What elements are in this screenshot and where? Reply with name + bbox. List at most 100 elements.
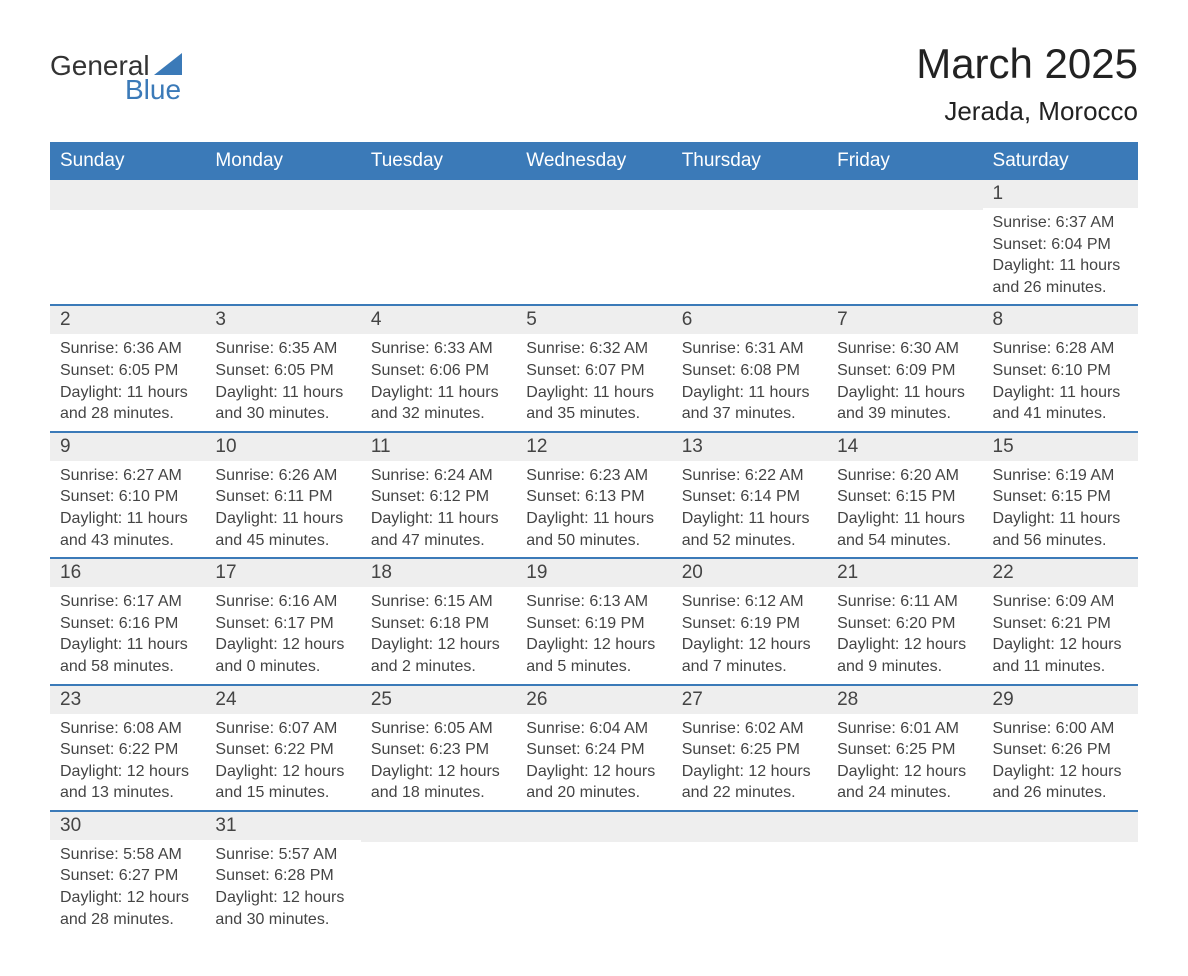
sunrise-text: Sunrise: 5:57 AM	[215, 844, 350, 866]
day-header-friday: Friday	[827, 142, 982, 180]
day-content: Sunrise: 5:57 AMSunset: 6:28 PMDaylight:…	[205, 840, 360, 936]
day-header-monday: Monday	[205, 142, 360, 180]
day-cell: 24Sunrise: 6:07 AMSunset: 6:22 PMDayligh…	[205, 685, 360, 811]
empty-day-number	[672, 812, 827, 842]
day-cell: 13Sunrise: 6:22 AMSunset: 6:14 PMDayligh…	[672, 432, 827, 558]
day-cell: 4Sunrise: 6:33 AMSunset: 6:06 PMDaylight…	[361, 305, 516, 431]
day-number: 8	[983, 306, 1138, 334]
empty-day-number	[983, 812, 1138, 842]
sunrise-text: Sunrise: 6:12 AM	[682, 591, 817, 613]
sunset-text: Sunset: 6:18 PM	[371, 613, 506, 635]
day-content: Sunrise: 6:07 AMSunset: 6:22 PMDaylight:…	[205, 714, 360, 810]
day-number: 28	[827, 686, 982, 714]
day-content: Sunrise: 6:19 AMSunset: 6:15 PMDaylight:…	[983, 461, 1138, 557]
empty-day-number	[361, 180, 516, 210]
day-cell: 17Sunrise: 6:16 AMSunset: 6:17 PMDayligh…	[205, 558, 360, 684]
day-content: Sunrise: 6:30 AMSunset: 6:09 PMDaylight:…	[827, 334, 982, 430]
daylight-text: Daylight: 12 hours and 13 minutes.	[60, 761, 195, 804]
day-content: Sunrise: 6:23 AMSunset: 6:13 PMDaylight:…	[516, 461, 671, 557]
sunrise-text: Sunrise: 5:58 AM	[60, 844, 195, 866]
day-cell: 10Sunrise: 6:26 AMSunset: 6:11 PMDayligh…	[205, 432, 360, 558]
sunset-text: Sunset: 6:22 PM	[215, 739, 350, 761]
sunrise-text: Sunrise: 6:05 AM	[371, 718, 506, 740]
day-content: Sunrise: 6:08 AMSunset: 6:22 PMDaylight:…	[50, 714, 205, 810]
sunset-text: Sunset: 6:10 PM	[60, 486, 195, 508]
day-cell	[50, 180, 205, 305]
day-cell: 28Sunrise: 6:01 AMSunset: 6:25 PMDayligh…	[827, 685, 982, 811]
empty-day-number	[827, 812, 982, 842]
day-header-saturday: Saturday	[983, 142, 1138, 180]
sunset-text: Sunset: 6:10 PM	[993, 360, 1128, 382]
day-cell	[827, 180, 982, 305]
day-header-sunday: Sunday	[50, 142, 205, 180]
day-cell: 25Sunrise: 6:05 AMSunset: 6:23 PMDayligh…	[361, 685, 516, 811]
daylight-text: Daylight: 11 hours and 35 minutes.	[526, 382, 661, 425]
daylight-text: Daylight: 12 hours and 15 minutes.	[215, 761, 350, 804]
day-number: 1	[983, 180, 1138, 208]
day-number: 20	[672, 559, 827, 587]
day-number: 4	[361, 306, 516, 334]
day-cell	[516, 180, 671, 305]
day-cell: 27Sunrise: 6:02 AMSunset: 6:25 PMDayligh…	[672, 685, 827, 811]
logo-blue: Blue	[125, 74, 182, 106]
day-number: 6	[672, 306, 827, 334]
day-cell: 6Sunrise: 6:31 AMSunset: 6:08 PMDaylight…	[672, 305, 827, 431]
daylight-text: Daylight: 11 hours and 30 minutes.	[215, 382, 350, 425]
empty-day-number	[361, 812, 516, 842]
day-number: 15	[983, 433, 1138, 461]
day-cell	[827, 811, 982, 936]
day-number: 22	[983, 559, 1138, 587]
day-content: Sunrise: 6:16 AMSunset: 6:17 PMDaylight:…	[205, 587, 360, 683]
daylight-text: Daylight: 11 hours and 37 minutes.	[682, 382, 817, 425]
day-content: Sunrise: 6:28 AMSunset: 6:10 PMDaylight:…	[983, 334, 1138, 430]
day-number: 14	[827, 433, 982, 461]
daylight-text: Daylight: 11 hours and 41 minutes.	[993, 382, 1128, 425]
sunset-text: Sunset: 6:25 PM	[837, 739, 972, 761]
sunset-text: Sunset: 6:11 PM	[215, 486, 350, 508]
sunrise-text: Sunrise: 6:00 AM	[993, 718, 1128, 740]
day-number: 17	[205, 559, 360, 587]
sunset-text: Sunset: 6:05 PM	[215, 360, 350, 382]
day-cell	[361, 180, 516, 305]
day-content: Sunrise: 6:31 AMSunset: 6:08 PMDaylight:…	[672, 334, 827, 430]
day-cell: 5Sunrise: 6:32 AMSunset: 6:07 PMDaylight…	[516, 305, 671, 431]
sunrise-text: Sunrise: 6:33 AM	[371, 338, 506, 360]
day-content: Sunrise: 6:27 AMSunset: 6:10 PMDaylight:…	[50, 461, 205, 557]
day-number: 2	[50, 306, 205, 334]
empty-day-number	[827, 180, 982, 210]
daylight-text: Daylight: 11 hours and 54 minutes.	[837, 508, 972, 551]
month-title: March 2025	[916, 40, 1138, 88]
header: General Blue March 2025 Jerada, Morocco	[50, 40, 1138, 127]
day-cell: 7Sunrise: 6:30 AMSunset: 6:09 PMDaylight…	[827, 305, 982, 431]
sunset-text: Sunset: 6:20 PM	[837, 613, 972, 635]
sunset-text: Sunset: 6:06 PM	[371, 360, 506, 382]
day-content: Sunrise: 6:05 AMSunset: 6:23 PMDaylight:…	[361, 714, 516, 810]
day-number: 21	[827, 559, 982, 587]
sunset-text: Sunset: 6:05 PM	[60, 360, 195, 382]
sunrise-text: Sunrise: 6:11 AM	[837, 591, 972, 613]
day-content: Sunrise: 6:35 AMSunset: 6:05 PMDaylight:…	[205, 334, 360, 430]
sunset-text: Sunset: 6:26 PM	[993, 739, 1128, 761]
day-content: Sunrise: 6:20 AMSunset: 6:15 PMDaylight:…	[827, 461, 982, 557]
sunrise-text: Sunrise: 6:23 AM	[526, 465, 661, 487]
sunset-text: Sunset: 6:24 PM	[526, 739, 661, 761]
day-header-thursday: Thursday	[672, 142, 827, 180]
day-number: 11	[361, 433, 516, 461]
sunrise-text: Sunrise: 6:26 AM	[215, 465, 350, 487]
day-content: Sunrise: 6:24 AMSunset: 6:12 PMDaylight:…	[361, 461, 516, 557]
sunrise-text: Sunrise: 6:22 AM	[682, 465, 817, 487]
sunset-text: Sunset: 6:23 PM	[371, 739, 506, 761]
day-number: 31	[205, 812, 360, 840]
day-number: 12	[516, 433, 671, 461]
daylight-text: Daylight: 12 hours and 22 minutes.	[682, 761, 817, 804]
sunset-text: Sunset: 6:07 PM	[526, 360, 661, 382]
day-content: Sunrise: 6:17 AMSunset: 6:16 PMDaylight:…	[50, 587, 205, 683]
day-cell: 26Sunrise: 6:04 AMSunset: 6:24 PMDayligh…	[516, 685, 671, 811]
day-number: 10	[205, 433, 360, 461]
day-cell: 21Sunrise: 6:11 AMSunset: 6:20 PMDayligh…	[827, 558, 982, 684]
sunset-text: Sunset: 6:12 PM	[371, 486, 506, 508]
sunrise-text: Sunrise: 6:07 AM	[215, 718, 350, 740]
empty-day-number	[516, 812, 671, 842]
daylight-text: Daylight: 11 hours and 39 minutes.	[837, 382, 972, 425]
daylight-text: Daylight: 11 hours and 56 minutes.	[993, 508, 1128, 551]
